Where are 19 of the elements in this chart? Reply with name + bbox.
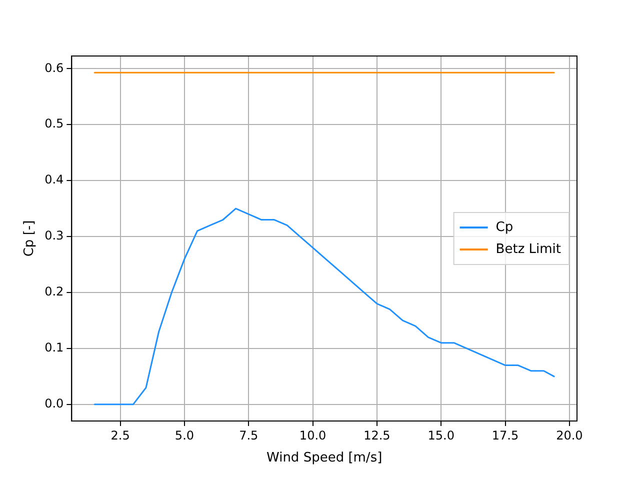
- x-tick-label: 5.0: [174, 428, 194, 442]
- y-tick-label: 0.0: [44, 396, 64, 411]
- x-tick-label: 2.5: [110, 428, 130, 442]
- x-axis-title: Wind Speed [m/s]: [266, 450, 382, 466]
- legend-label: Cp: [496, 220, 514, 235]
- x-tick-label: 15.0: [428, 428, 454, 442]
- y-axis-title: Cp [-]: [22, 220, 38, 257]
- x-tick-label: 12.5: [364, 428, 390, 442]
- y-tick-label: 0.5: [44, 116, 64, 131]
- y-tick-label: 0.4: [44, 172, 64, 187]
- y-tick-label: 0.1: [44, 340, 64, 355]
- x-tick-label: 10.0: [299, 428, 326, 442]
- y-tick-label: 0.6: [44, 60, 64, 75]
- y-tick-label: 0.3: [44, 228, 64, 243]
- x-tick-label: 17.5: [492, 428, 519, 442]
- y-tick-label: 0.2: [44, 284, 64, 299]
- legend-label: Betz Limit: [496, 242, 562, 257]
- x-tick-label: 20.0: [556, 428, 583, 442]
- x-tick-label: 7.5: [239, 428, 258, 442]
